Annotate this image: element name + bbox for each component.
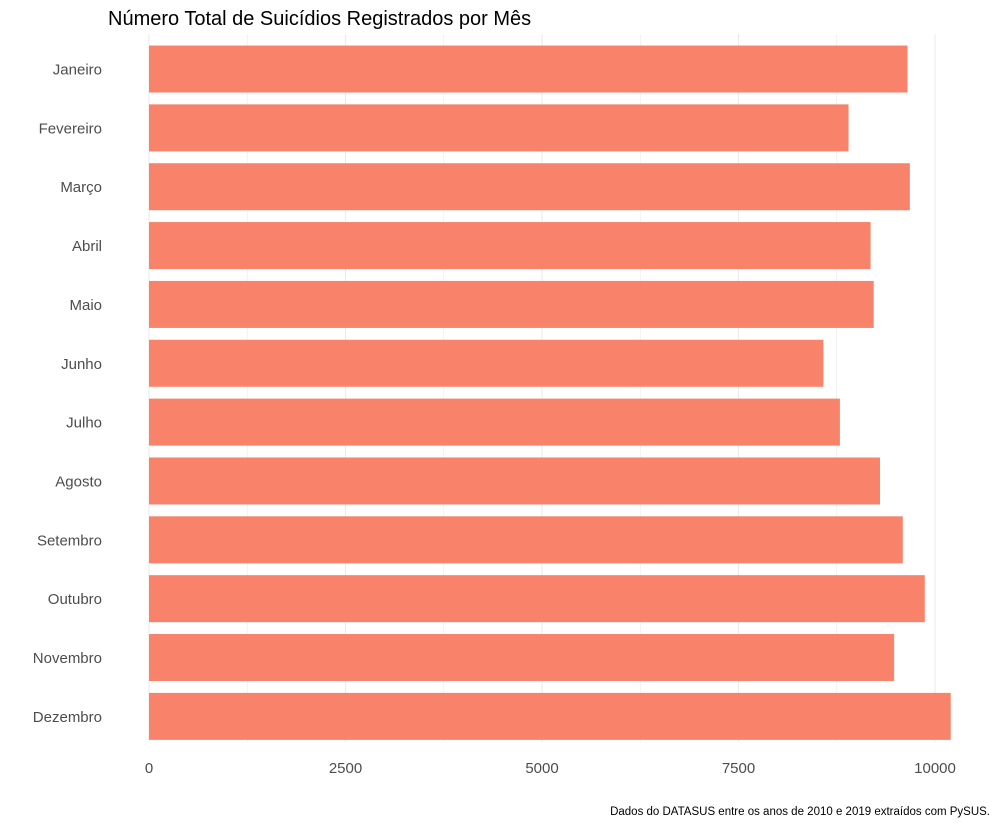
bar-abril [149,222,871,270]
bar-maio [149,280,874,328]
y-tick-label: Setembro [37,532,102,549]
y-tick-label: Junho [61,356,102,373]
chart-title: Número Total de Suicídios Registrados po… [108,8,531,30]
bar-dezembro [149,692,951,740]
bar-janeiro [149,45,908,93]
x-tick-label: 0 [145,760,153,777]
y-axis-labels: Janeiro Fevereiro Março Abril Maio Junho Julho… [33,62,102,726]
bar-junho [149,339,824,387]
x-tick-label: 10000 [914,760,956,777]
bar-agosto [149,457,880,505]
y-tick-label: Agosto [55,473,102,490]
x-tick-label: 2500 [329,760,362,777]
y-tick-label: Abril [72,238,102,255]
y-tick-label: Dezembro [33,709,102,726]
y-tick-label: Janeiro [53,62,102,79]
y-tick-label: Julho [66,415,102,432]
y-tick-label: Maio [69,297,102,314]
bar-fevereiro [149,104,849,152]
bar-novembro [149,634,895,682]
x-tick-label: 5000 [525,760,558,777]
y-tick-label: Março [60,179,102,196]
y-tick-label: Novembro [33,650,102,667]
bar-setembro [149,516,903,564]
y-tick-label: Outubro [48,591,102,608]
bar-outubro [149,575,925,623]
bar-março [149,163,910,211]
x-tick-label: 7500 [722,760,755,777]
x-axis-labels: 0 2500 5000 7500 10000 [145,760,956,777]
grid [148,34,936,742]
bar-julho [149,398,840,446]
bars [149,45,951,740]
chart-caption: Dados do DATASUS entre os anos de 2010 e… [610,806,990,818]
y-tick-label: Fevereiro [39,120,102,137]
